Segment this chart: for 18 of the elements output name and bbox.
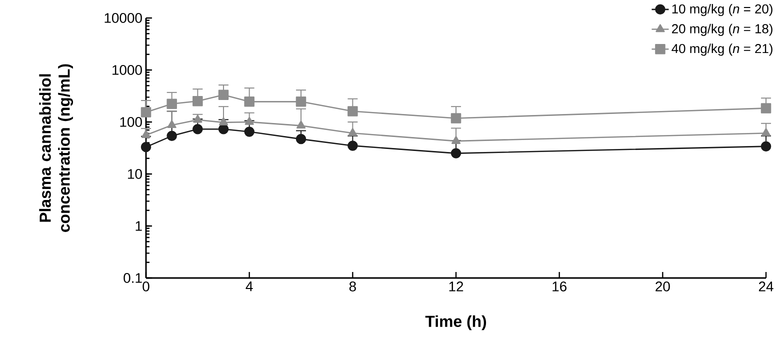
y-tick-label: 0.1 xyxy=(124,273,142,283)
y-tick-label: 1 xyxy=(136,221,142,231)
x-tick-label: 20 xyxy=(656,282,670,292)
legend-label: 20 mg/kg (n = 18) xyxy=(672,24,772,36)
legend-label: 10 mg/kg (n = 20) xyxy=(672,4,772,16)
x-tick-label: 0 xyxy=(142,282,150,292)
x-tick-label: 24 xyxy=(758,282,774,292)
x-tick-label: 16 xyxy=(552,282,566,292)
y-tick-label: 10 xyxy=(128,169,142,179)
y-axis-title: Plasma cannabidiol concentration (ng/mL) xyxy=(39,64,74,232)
x-tick-label: 8 xyxy=(349,282,356,292)
y-tick-label: 100 xyxy=(120,117,142,127)
x-tick-label: 12 xyxy=(449,282,464,292)
legend-label: 40 mg/kg (n = 21) xyxy=(672,44,772,56)
x-axis-title: Time (h) xyxy=(425,315,486,330)
y-tick-label: 10000 xyxy=(104,13,142,23)
y-tick-label: 1000 xyxy=(112,65,142,75)
x-tick-label: 4 xyxy=(246,282,253,292)
